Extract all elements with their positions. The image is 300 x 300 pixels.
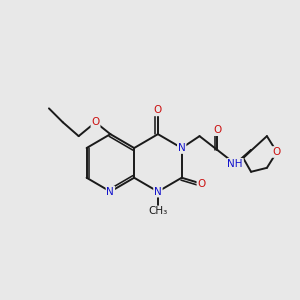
Text: NH: NH xyxy=(227,159,243,169)
Text: O: O xyxy=(197,179,206,189)
Text: O: O xyxy=(273,147,281,157)
Text: N: N xyxy=(106,187,114,196)
Text: N: N xyxy=(154,187,162,196)
Text: O: O xyxy=(92,117,100,127)
Text: O: O xyxy=(213,125,221,135)
Text: N: N xyxy=(178,143,186,153)
Text: CH₃: CH₃ xyxy=(148,206,168,216)
Text: O: O xyxy=(154,105,162,116)
